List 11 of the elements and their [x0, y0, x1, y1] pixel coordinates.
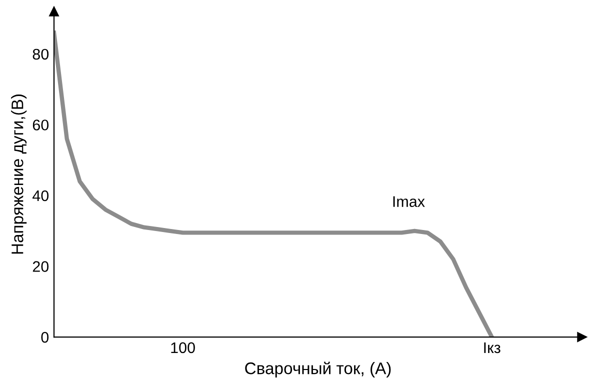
x-axis-title: Сварочный ток, (А) [245, 362, 391, 378]
y-tick-label: 40 [32, 190, 49, 202]
y-axis-title: Напряжение дуги,(В) [11, 94, 27, 254]
annotation: Imax [393, 196, 425, 207]
line-series [54, 30, 494, 338]
x-tick-label: 100 [171, 342, 195, 354]
x-tick-label: Iкз [484, 342, 500, 354]
y-tick-label: 0 [41, 332, 49, 343]
y-tick-label: 80 [32, 48, 49, 60]
y-tick-label: 20 [32, 261, 49, 272]
y-tick-label: 60 [32, 120, 49, 130]
